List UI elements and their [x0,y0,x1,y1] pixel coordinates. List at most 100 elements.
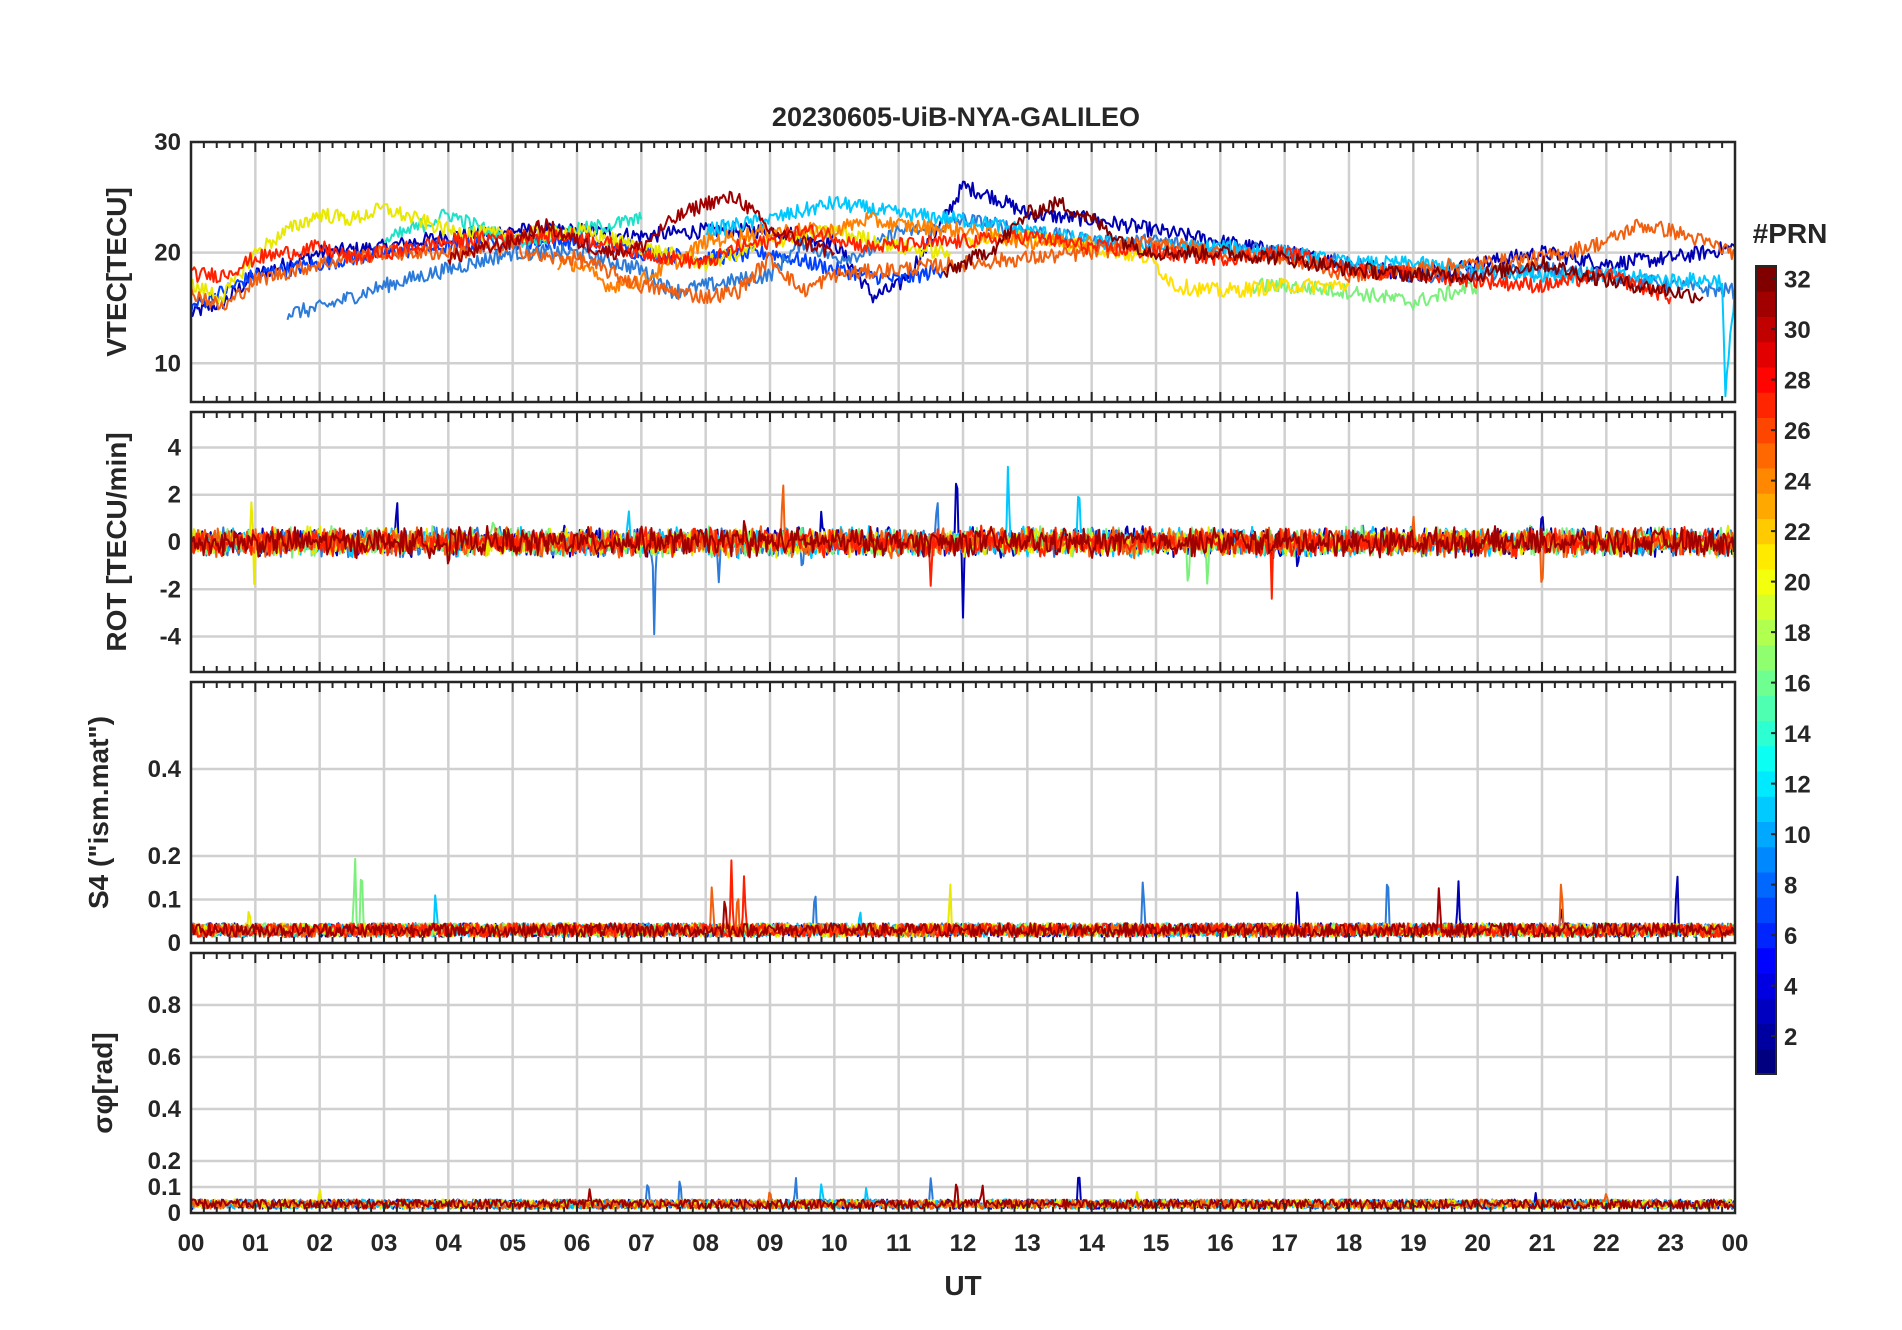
sigma_phi-ytick-label: 0.8 [148,992,181,1019]
x-tick-label: 04 [435,1230,462,1257]
x-tick-label: 15 [1143,1230,1170,1257]
colorbar-tick-label: 10 [1784,822,1811,849]
sigma_phi-ytick-label: 0.1 [148,1174,181,1201]
x-tick-label: 00 [178,1230,205,1257]
colorbar-segment [1756,291,1776,317]
colorbar-segment [1756,670,1776,696]
vtec-ytick-label: 30 [154,129,181,156]
colorbar-segment [1756,1023,1776,1050]
x-tick-label: 01 [242,1230,269,1257]
vtec-series-prn-12 [705,195,1735,398]
vtec-ytick-label: 20 [154,240,181,267]
vtec-series-prn-31 [447,190,836,265]
x-tick-label: 14 [1078,1230,1105,1257]
panel-s4: 0 0.1 0.2 0.4 S4 ("ism.mat") [83,680,1737,957]
x-tick-label: 02 [306,1230,333,1257]
x-tick-label: 13 [1014,1230,1041,1257]
x-tick-label: 18 [1336,1230,1363,1257]
vtec-series-prn-24 [191,218,1735,311]
sigma_phi-ytick-label: 0.6 [148,1044,181,1071]
colorbar-segment [1756,392,1776,418]
colorbar-tick-label: 6 [1784,923,1797,950]
rot-series-prn-31 [191,520,1735,565]
vtec-ylabel: VTEC[TECU] [101,187,132,357]
colorbar-segment [1756,518,1776,545]
colorbar-tick-label: 16 [1784,671,1811,698]
panel-vtec: 10 20 30 VTEC[TECU] [101,129,1737,404]
rot-ylabel: ROT [TECU/min] [101,432,132,651]
colorbar-segment [1756,367,1776,393]
rot-ytick-label: 4 [168,434,182,461]
sigma_phi-ytick-label: 0 [168,1200,181,1227]
s4-ytick-label: 0.2 [148,843,181,870]
colorbar-tick-label: 12 [1784,772,1811,799]
colorbar-segment [1756,619,1776,646]
colorbar-segment [1756,341,1776,368]
colorbar-segment [1756,266,1776,292]
vtec-series-group [191,180,1735,398]
colorbar-segment [1756,796,1776,822]
x-tick-label: 03 [371,1230,398,1257]
colorbar-tick-label: 32 [1784,267,1811,294]
figure-title: 20230605-UiB-NYA-GALILEO [772,102,1140,132]
x-tick-label: 19 [1400,1230,1427,1257]
colorbar-segment [1756,543,1776,570]
x-tick-label: 21 [1529,1230,1556,1257]
colorbar-tick-label: 26 [1784,418,1811,445]
colorbar-tick-label: 4 [1784,974,1798,1001]
colorbar-segment [1756,316,1776,343]
colorbar-tick-label: 24 [1784,469,1811,496]
colorbar-segment [1756,468,1776,494]
colorbar-segment [1756,1048,1776,1075]
colorbar-tick-label: 8 [1784,873,1797,900]
colorbar-segment [1756,695,1776,721]
colorbar-segment [1756,745,1776,772]
colorbar-tick-label: 14 [1784,721,1811,748]
colorbar-segment [1756,846,1776,873]
rot-series-group [191,465,1735,636]
rot-ytick-label: -4 [160,624,182,651]
sigma_phi-ylabel: σφ[rad] [87,1032,118,1133]
x-tick-label: 08 [692,1230,719,1257]
x-tick-label: 11 [886,1230,911,1257]
x-axis-label: UT [944,1270,981,1301]
colorbar-frame [1755,265,1777,1075]
s4-ytick-label: 0.1 [148,887,181,914]
vtec-series-prn-27 [191,224,1672,305]
rot-ytick-label: 0 [168,529,181,556]
colorbar-tick-label: 2 [1784,1024,1797,1051]
colorbar-tick-label: 22 [1784,519,1811,546]
vtec-ytick-label: 10 [154,350,181,377]
colorbar-segment [1756,897,1776,923]
colorbar-segment [1756,493,1776,519]
x-tick-label: 22 [1593,1230,1620,1257]
s4-series-prn-31 [191,887,1735,938]
colorbar-segment [1756,947,1776,974]
s4-ytick-label: 0.4 [148,756,182,783]
vtec-series-prn-32 [942,196,1704,304]
s4-ylabel: S4 ("ism.mat") [83,716,114,909]
colorbar-segment [1756,569,1776,595]
colorbar-segment [1756,922,1776,949]
x-tick-label: 07 [628,1230,655,1257]
x-tick-label: 17 [1271,1230,1298,1257]
colorbar-tick-label: 30 [1784,317,1811,344]
panel-sigma_phi: 00.10.2 0.4 0.6 0.8 σφ[rad] 00 01 02 03 04 05 06 07 0… [87,951,1748,1301]
x-tick-label: 12 [950,1230,977,1257]
colorbar-segment [1756,594,1776,620]
x-tick-label: 05 [499,1230,526,1257]
colorbar-segment [1756,417,1776,444]
x-tick-label: 20 [1464,1230,1491,1257]
colorbar-tick-label: 20 [1784,570,1811,597]
s4-ytick-label: 0 [168,930,181,957]
colorbar-segment [1756,821,1776,848]
colorbar-label: #PRN [1753,218,1828,249]
sigma_phi-ytick-label: 0.4 [148,1096,182,1123]
colorbar-segment [1756,771,1776,797]
colorbar-tick-label: 28 [1784,368,1811,395]
sigma_phi-ytick-label: 0.2 [148,1148,181,1175]
colorbar-segment [1756,872,1776,898]
